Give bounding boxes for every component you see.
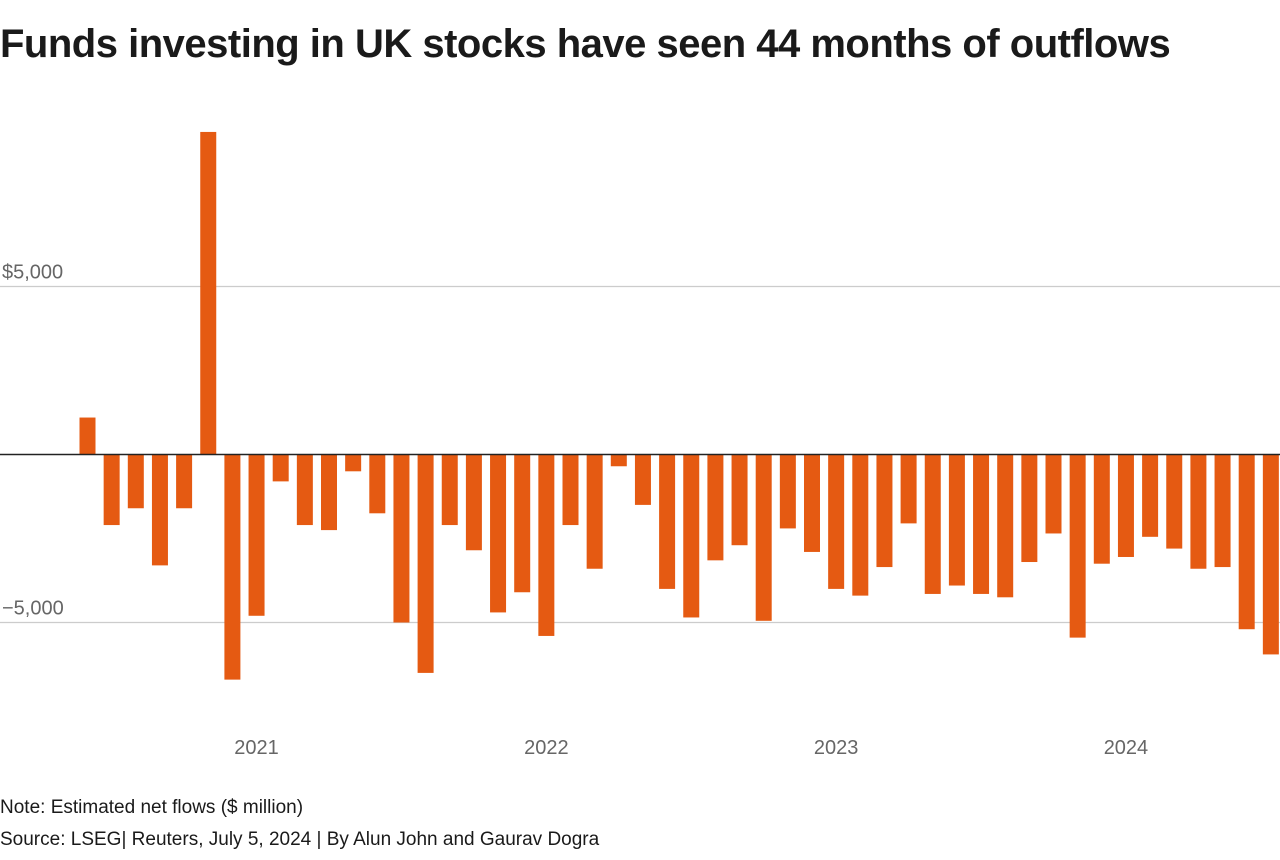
bar-2022-06 bbox=[659, 454, 676, 589]
bar-2024-02 bbox=[1142, 454, 1159, 537]
bar-2021-06 bbox=[369, 454, 386, 514]
bar-2023-11 bbox=[1069, 454, 1086, 638]
bars bbox=[79, 131, 1279, 680]
bar-2024-05 bbox=[1214, 454, 1231, 568]
bar-2022-02 bbox=[562, 454, 579, 526]
bar-2021-11 bbox=[490, 454, 507, 613]
x-tick-label: 2022 bbox=[524, 737, 569, 759]
bar-2023-12 bbox=[1093, 454, 1110, 564]
axis-labels: $5,000 −5,000 2021 2022 2023 2024 bbox=[2, 262, 1148, 760]
bar-undefined bbox=[1262, 454, 1279, 655]
bar-2021-08 bbox=[417, 454, 434, 673]
bar-2023-05 bbox=[924, 454, 941, 594]
bar-2022-10 bbox=[755, 454, 772, 621]
bar-2021-10 bbox=[465, 454, 482, 551]
bar-2021-03 bbox=[296, 454, 313, 526]
bar-2022-01 bbox=[538, 454, 555, 636]
bar-2021-07 bbox=[393, 454, 410, 623]
bar-2021-09 bbox=[441, 454, 458, 526]
bar-2024-01 bbox=[1117, 454, 1134, 557]
bar-2023-03 bbox=[876, 454, 893, 568]
bar-2023-07 bbox=[973, 454, 990, 594]
bar-2022-05 bbox=[634, 454, 651, 505]
bar-2024-04 bbox=[1190, 454, 1207, 569]
bar-2020-11 bbox=[200, 131, 217, 455]
bar-2022-12 bbox=[804, 454, 820, 552]
bar-2020-12 bbox=[224, 454, 241, 680]
bar-2023-04 bbox=[900, 454, 917, 524]
bar-2023-06 bbox=[948, 454, 965, 586]
bar-2023-09 bbox=[1021, 454, 1038, 563]
bar-2023-01 bbox=[828, 454, 845, 589]
bar-2020-06 bbox=[79, 417, 96, 455]
bar-2024-06 bbox=[1238, 454, 1255, 630]
bar-2023-08 bbox=[997, 454, 1014, 598]
bar-2021-01 bbox=[248, 454, 265, 616]
bar-2024-03 bbox=[1166, 454, 1183, 549]
bar-2023-02 bbox=[852, 454, 869, 596]
x-tick-label: 2023 bbox=[814, 737, 859, 759]
chart-source: Source: LSEG| Reuters, July 5, 2024 | By… bbox=[0, 829, 600, 850]
bar-2020-08 bbox=[127, 454, 144, 509]
bar-2020-09 bbox=[151, 454, 168, 566]
y-tick-label: $5,000 bbox=[2, 262, 63, 284]
bar-2022-03 bbox=[586, 454, 603, 569]
x-tick-label: 2021 bbox=[234, 737, 279, 759]
bar-2022-08 bbox=[707, 454, 724, 561]
bar-2022-04 bbox=[610, 454, 627, 467]
bar-2022-09 bbox=[731, 454, 748, 546]
bar-2021-04 bbox=[321, 454, 337, 531]
chart-title: Funds investing in UK stocks have seen 4… bbox=[0, 22, 1171, 66]
chart-note: Note: Estimated net flows ($ million) bbox=[0, 797, 304, 818]
bar-2020-10 bbox=[176, 454, 193, 509]
bar-2022-07 bbox=[683, 454, 700, 618]
x-tick-label: 2024 bbox=[1104, 737, 1149, 759]
bar-2020-07 bbox=[103, 454, 120, 526]
bar-2021-12 bbox=[514, 454, 531, 593]
bar-2022-11 bbox=[779, 454, 796, 529]
bar-2023-10 bbox=[1045, 454, 1062, 534]
bar-2021-05 bbox=[345, 454, 362, 472]
y-tick-label: −5,000 bbox=[2, 598, 64, 620]
bar-2021-02 bbox=[272, 454, 289, 482]
